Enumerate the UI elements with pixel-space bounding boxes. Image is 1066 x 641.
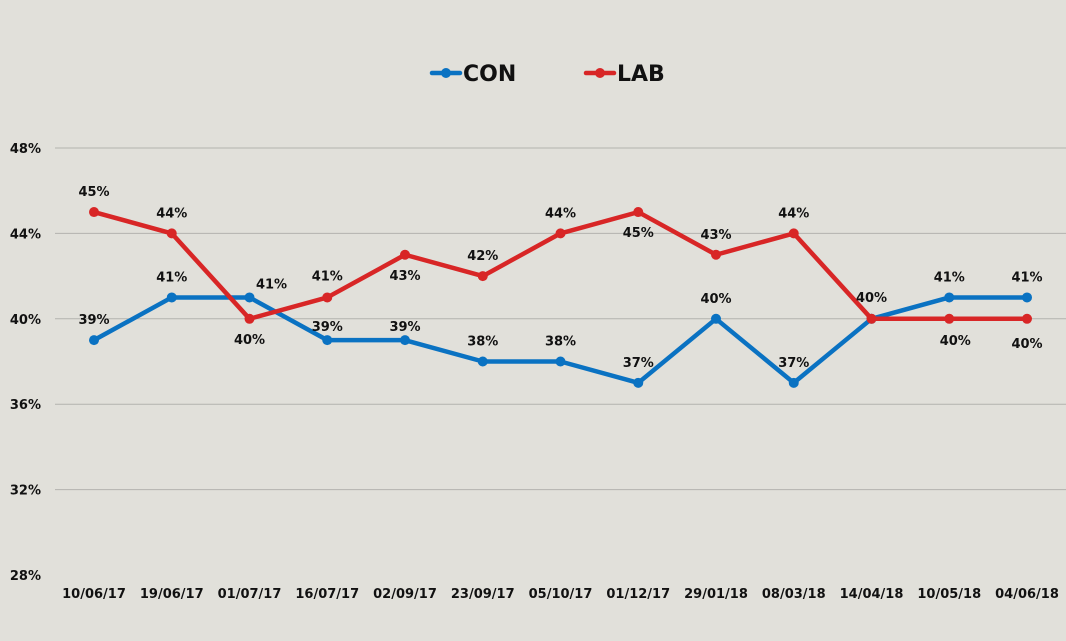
data-point-con: [788, 377, 799, 388]
data-label-con: 40%: [856, 291, 887, 306]
y-axis-ticks: 28% 32% 36% 40% 44% 48%: [10, 142, 41, 584]
data-point-lab: [322, 292, 333, 303]
legend-marker-con: [441, 68, 451, 78]
data-point-lab: [711, 249, 721, 260]
data-point-lab: [633, 207, 644, 218]
data-point-con: [711, 313, 721, 324]
data-point-lab: [555, 228, 566, 239]
data-point-lab: [89, 207, 99, 218]
x-tick-label: 01/07/17: [218, 587, 282, 602]
legend: CON LAB: [429, 62, 665, 87]
data-point-con: [322, 335, 333, 346]
data-label-lab: 41%: [312, 269, 343, 284]
data-point-lab: [477, 271, 488, 282]
data-label-con: 38%: [545, 335, 576, 350]
data-label-lab: 44%: [156, 206, 187, 221]
data-point-con: [166, 292, 177, 303]
data-point-con: [633, 377, 644, 388]
data-point-con: [555, 356, 566, 367]
data-label-con: 39%: [312, 320, 343, 335]
legend-label-lab: LAB: [617, 62, 665, 87]
x-tick-label: 05/10/17: [529, 587, 593, 602]
series-lines: [89, 207, 1032, 388]
data-label-con: 41%: [934, 270, 965, 285]
x-tick-label: 02/09/17: [373, 587, 437, 602]
data-label-lab: 43%: [389, 269, 420, 284]
data-point-con: [944, 292, 955, 303]
x-tick-label: 10/06/17: [62, 587, 126, 602]
data-label-lab: 40%: [234, 333, 265, 348]
x-tick-label: 04/06/18: [995, 587, 1059, 602]
y-tick-label: 40%: [10, 313, 41, 328]
data-point-lab: [400, 249, 410, 260]
data-labels: 39% 41% 41% 39% 39% 38% 38% 37% 40% 37% 40% 41% 41% 4…: [78, 185, 1042, 371]
grid-lines: [55, 147, 1066, 491]
x-tick-label: 01/12/17: [606, 587, 670, 602]
x-tick-label: 19/06/17: [140, 587, 204, 602]
data-label-con: 40%: [700, 292, 731, 307]
x-tick-label: 08/03/18: [762, 587, 826, 602]
data-point-con: [1022, 292, 1032, 303]
legend-marker-lab: [595, 68, 605, 78]
data-label-con: 41%: [256, 277, 287, 292]
x-tick-label: 16/07/17: [295, 587, 359, 602]
data-point-lab: [944, 313, 955, 324]
data-label-lab: 40%: [940, 334, 971, 349]
y-tick-label: 44%: [10, 227, 41, 242]
data-point-lab: [1022, 313, 1032, 324]
data-label-lab: 43%: [700, 228, 731, 243]
x-axis-ticks: 10/06/17 19/06/17 01/07/17 16/07/17 02/09/17…: [62, 587, 1059, 602]
data-label-con: 38%: [467, 335, 498, 350]
data-label-lab: 42%: [467, 249, 498, 264]
y-tick-label: 32%: [10, 484, 41, 499]
data-label-con: 41%: [156, 270, 187, 285]
data-label-lab: 44%: [778, 206, 809, 221]
data-label-con: 39%: [78, 313, 109, 328]
data-label-lab: 40%: [1011, 337, 1042, 352]
data-label-lab: 45%: [623, 226, 654, 241]
data-point-con: [89, 335, 99, 346]
data-point-con: [477, 356, 488, 367]
data-point-lab: [866, 313, 877, 324]
data-label-con: 41%: [1011, 270, 1042, 285]
y-tick-label: 28%: [10, 569, 41, 584]
x-tick-label: 29/01/18: [684, 587, 748, 602]
data-point-lab: [788, 228, 799, 239]
data-label-lab: 44%: [545, 206, 576, 221]
y-tick-label: 48%: [10, 142, 41, 157]
x-tick-label: 10/05/18: [917, 587, 981, 602]
x-tick-label: 23/09/17: [451, 587, 515, 602]
data-label-lab: 45%: [78, 185, 109, 200]
x-tick-label: 14/04/18: [840, 587, 904, 602]
data-point-con: [400, 335, 410, 346]
data-point-con: [244, 292, 255, 303]
data-point-lab: [166, 228, 177, 239]
legend-label-con: CON: [463, 62, 516, 87]
data-label-con: 37%: [623, 356, 654, 371]
y-tick-label: 36%: [10, 398, 41, 413]
data-label-con: 39%: [389, 320, 420, 335]
data-point-lab: [244, 313, 255, 324]
data-label-con: 37%: [778, 356, 809, 371]
